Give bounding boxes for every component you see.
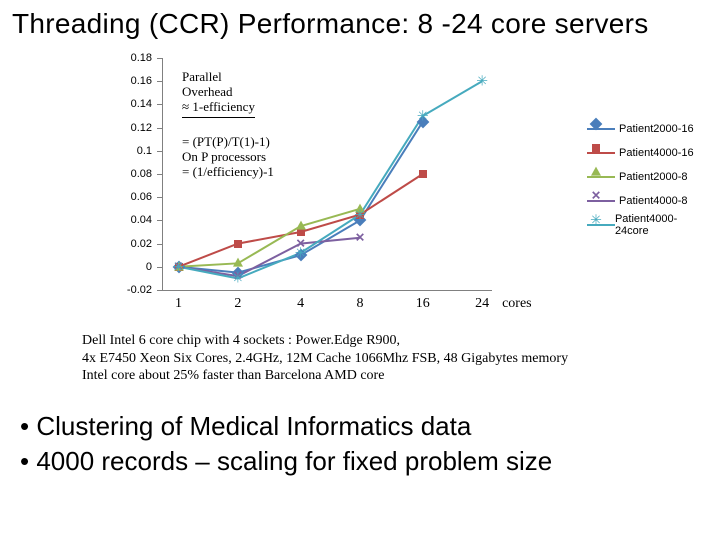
data-point: ✳	[295, 245, 307, 259]
caption-line: Intel core about 25% faster than Barcelo…	[82, 367, 682, 385]
bullet-list: Clustering of Medical Informatics data 4…	[20, 409, 708, 479]
legend-label: Patient4000-16	[619, 147, 694, 159]
legend-item: ✕ Patient4000-8	[587, 192, 697, 210]
x-tick-label: 1	[175, 296, 182, 312]
legend-line-icon	[587, 152, 615, 154]
slide: Threading (CCR) Performance: 8 -24 core …	[0, 0, 720, 540]
hardware-caption: Dell Intel 6 core chip with 4 sockets : …	[82, 332, 682, 385]
x-tick-label: 4	[297, 296, 304, 312]
legend-label: Patient2000-16	[619, 123, 694, 135]
data-point	[234, 240, 242, 248]
overhead-chart: -0.0200.020.040.060.080.10.120.140.160.1…	[67, 50, 587, 310]
page-title: Threading (CCR) Performance: 8 -24 core …	[12, 8, 708, 40]
annot-line: Overhead	[182, 85, 255, 100]
legend-line-icon	[587, 128, 615, 130]
caption-line: Dell Intel 6 core chip with 4 sockets : …	[82, 332, 682, 350]
data-point	[419, 170, 427, 178]
x-tick-label: 16	[416, 296, 430, 312]
legend-marker-icon	[591, 167, 601, 176]
data-point: ✳	[476, 73, 488, 87]
legend-swatch	[587, 123, 615, 135]
legend-swatch	[587, 171, 615, 183]
legend-item: Patient2000-8	[587, 168, 697, 186]
caption-line: 4x E7450 Xeon Six Cores, 2.4GHz, 12M Cac…	[82, 350, 682, 368]
annot-line: = (PT(P)/T(1)-1)	[182, 135, 274, 150]
legend-item: Patient2000-16	[587, 120, 697, 138]
x-tick-label: 24	[475, 296, 489, 312]
legend-marker-icon: ✕	[591, 189, 601, 201]
annot-line: ≈ 1-efficiency	[182, 100, 255, 115]
legend-marker-icon: ✳	[590, 212, 602, 226]
legend: Patient2000-16 Patient4000-16 Patient2000-…	[587, 120, 697, 240]
bullet-item: 4000 records – scaling for fixed problem…	[20, 444, 708, 479]
legend-swatch: ✕	[587, 195, 615, 207]
annot-overhead-def: ParallelOverhead≈ 1-efficiency	[182, 70, 255, 118]
data-point	[296, 221, 306, 230]
x-axis-units: cores	[502, 296, 532, 312]
legend-item: ✳ Patient4000-24core	[587, 216, 697, 234]
legend-line-icon	[587, 176, 615, 178]
data-point: ✳	[173, 259, 185, 273]
annot-line: Parallel	[182, 70, 255, 85]
data-point: ✳	[232, 271, 244, 285]
legend-label: Patient4000-24core	[615, 213, 697, 237]
annot-line: = (1/efficiency)-1	[182, 165, 274, 180]
legend-label: Patient4000-8	[619, 195, 688, 207]
data-point: ✕	[355, 231, 365, 243]
x-tick-label: 2	[234, 296, 241, 312]
annot-line: On P processors	[182, 150, 274, 165]
legend-swatch	[587, 147, 615, 159]
x-tick-label: 8	[357, 296, 364, 312]
legend-swatch: ✳	[587, 219, 611, 231]
chart-lines	[67, 50, 502, 300]
legend-label: Patient2000-8	[619, 171, 688, 183]
data-point	[233, 258, 243, 267]
data-point: ✳	[354, 207, 366, 221]
bullet-item: Clustering of Medical Informatics data	[20, 409, 708, 444]
legend-marker-icon	[592, 144, 600, 152]
legend-item: Patient4000-16	[587, 144, 697, 162]
data-point: ✳	[417, 108, 429, 122]
annot-formula: = (PT(P)/T(1)-1)On P processors= (1/effi…	[182, 135, 274, 180]
